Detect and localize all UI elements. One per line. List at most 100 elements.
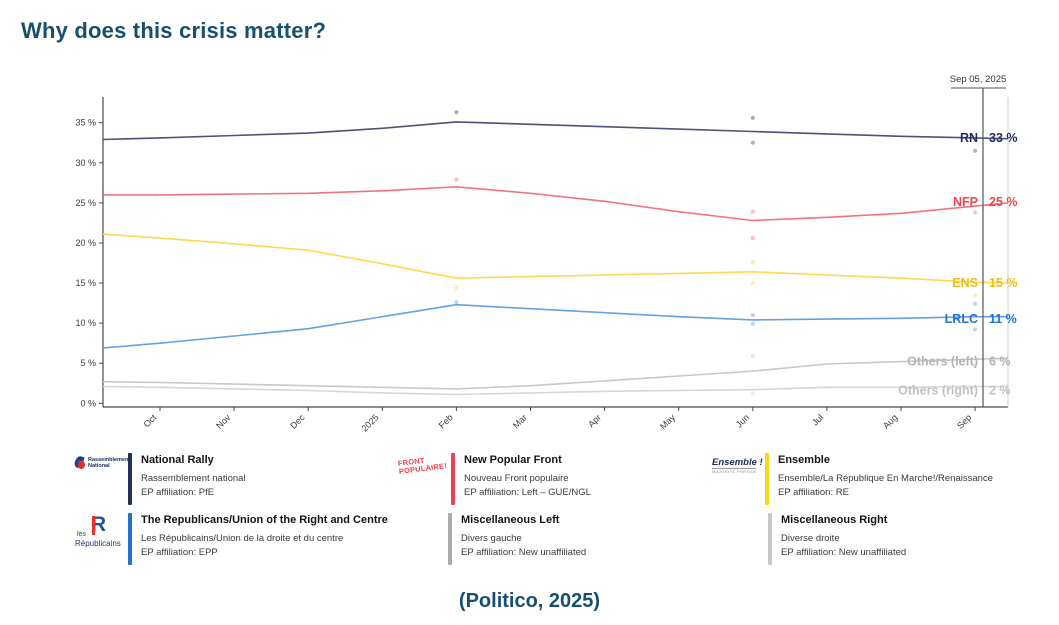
series-label-nfp: NFP xyxy=(953,195,978,209)
poll-dot-ens xyxy=(973,293,978,298)
poll-dot-lrlc xyxy=(454,300,459,305)
poll-dot-ens xyxy=(750,280,755,286)
y-tick-label: 30 % xyxy=(75,158,96,168)
poll-dot-lrlc xyxy=(973,327,978,332)
x-tick-label: Jul xyxy=(810,412,825,427)
legend-color-bar xyxy=(128,513,132,565)
poll-dot-lrlc xyxy=(750,313,755,318)
party-native-name: Les Républicains/Union de la droite et d… xyxy=(141,533,344,544)
y-tick-label: 5 % xyxy=(80,358,96,368)
series-value-ens: 15 % xyxy=(989,276,1018,290)
x-tick-label: Oct xyxy=(141,412,158,429)
y-tick-label: 0 % xyxy=(80,398,96,408)
legend-color-bar xyxy=(451,453,455,505)
series-others-left xyxy=(102,353,1009,390)
poll-dot-ens xyxy=(750,260,755,265)
x-tick-label: Aug xyxy=(881,412,899,430)
series-value-nfp: 25 % xyxy=(989,195,1018,209)
legend-color-bar xyxy=(448,513,452,565)
x-tick-label: Jun xyxy=(734,412,751,429)
poll-dot-rn xyxy=(750,115,755,120)
poll-dot-ens xyxy=(454,285,459,290)
series-ens xyxy=(102,233,1009,298)
series-line-rn xyxy=(102,121,1009,141)
poll-dot-rn xyxy=(750,140,755,145)
x-tick-label: Feb xyxy=(437,412,455,430)
x-tick-label: Dec xyxy=(288,412,307,431)
poll-dot-nfp xyxy=(750,236,755,241)
poll-dot-others-left xyxy=(973,363,978,368)
series-label-others-left: Others (left) xyxy=(907,355,978,369)
poll-dot-nfp xyxy=(454,177,459,182)
y-tick-label: 10 % xyxy=(75,318,96,328)
legend-entry-national-rally: Rassemblement National National Rally Ra… xyxy=(73,453,246,505)
legend-color-bar xyxy=(768,513,772,565)
series-value-rn: 33 % xyxy=(989,131,1018,145)
date-marker: Sep 05, 2025 xyxy=(950,74,1007,407)
party-ep-affiliation: EP affiliation: PfE xyxy=(141,486,215,498)
party-ep-affiliation: EP affiliation: RE xyxy=(778,486,849,498)
party-ep-affiliation: EP affiliation: New unaffiliated xyxy=(461,546,587,558)
series-label-rn: RN xyxy=(960,131,978,145)
page-title: Why does this crisis matter? xyxy=(21,18,327,43)
series-line-ens xyxy=(102,233,1009,284)
poll-dot-others-right xyxy=(750,391,755,396)
legend-entry-miscellaneous-right: Miscellaneous Right Diverse droite EP af… xyxy=(768,513,906,565)
party-name: Miscellaneous Left xyxy=(461,514,560,526)
series-lrlc xyxy=(102,300,1008,349)
poll-dot-lrlc xyxy=(973,301,978,306)
ensemble-party-logo: Ensemble ! majorité présidentielle xyxy=(712,457,763,474)
x-axis: Oct Nov Dec 2025 Feb Mar Apr May Jun Jul Aug Sep xyxy=(103,97,1009,434)
legend-entry-ensemble: Ensemble ! majorité présidentielle Ensem… xyxy=(712,453,993,505)
poll-of-polls-chart: 0 % 5 % 10 % 15 % 20 % 25 % 30 % 35 % Oct Nov Dec 2… xyxy=(75,74,1018,434)
y-axis: 0 % 5 % 10 % 15 % 20 % 25 % 30 % 35 % xyxy=(75,97,104,408)
poll-dot-rn xyxy=(454,110,459,115)
party-native-name: Divers gauche xyxy=(461,533,522,544)
lr-red-bar xyxy=(92,516,95,535)
lr-party-logo: les R Républicains xyxy=(75,513,121,548)
series-rn xyxy=(102,110,1009,153)
legend-color-bar xyxy=(128,453,132,505)
series-others-right xyxy=(102,385,1008,396)
rn-flame-icon xyxy=(73,455,86,470)
legend-entry-new-popular-front: FRONT POPULAIRE! New Popular Front Nouve… xyxy=(397,453,591,505)
x-tick-label: Apr xyxy=(586,412,603,429)
x-tick-label: Nov xyxy=(214,412,233,431)
series-nfp xyxy=(103,177,1009,241)
series-value-lrlc: 11 % xyxy=(989,312,1017,326)
party-native-name: Nouveau Front populaire xyxy=(464,473,569,484)
date-marker-label: Sep 05, 2025 xyxy=(950,74,1007,85)
series-line-others-left xyxy=(102,357,1009,390)
nfp-party-logo: FRONT POPULAIRE! xyxy=(397,455,448,476)
y-tick-label: 20 % xyxy=(75,238,96,248)
series-value-others-left: 6 % xyxy=(989,355,1011,369)
x-tick-label: May xyxy=(658,412,677,431)
party-name: The Republicans/Union of the Right and C… xyxy=(141,514,388,526)
poll-dot-nfp xyxy=(750,209,755,214)
party-name: Miscellaneous Right xyxy=(781,514,888,526)
party-ep-affiliation: EP affiliation: New unaffiliated xyxy=(781,546,907,558)
series-line-nfp xyxy=(103,186,1009,222)
poll-dot-lrlc xyxy=(750,321,755,326)
series-value-others-right: 2 % xyxy=(989,384,1011,398)
y-tick-label: 15 % xyxy=(75,278,96,288)
party-ep-affiliation: EP affiliation: Left – GUE/NGL xyxy=(464,486,591,498)
y-tick-label: 25 % xyxy=(75,198,96,208)
x-tick-label: Sep xyxy=(955,412,973,430)
series-label-lrlc: LRLC xyxy=(945,312,978,326)
y-tick-label: 35 % xyxy=(75,118,96,128)
series-line-lrlc xyxy=(102,303,1008,349)
legend-entry-miscellaneous-left: Miscellaneous Left Divers gauche EP affi… xyxy=(448,513,586,565)
party-name: National Rally xyxy=(141,454,214,466)
source-caption: (Politico, 2025) xyxy=(458,590,601,612)
series-line-others-right xyxy=(102,385,1008,396)
rn-party-logo: Rassemblement National xyxy=(73,453,130,505)
series-label-others-right: Others (right) xyxy=(898,384,978,398)
series-label-ens: ENS xyxy=(952,276,978,290)
party-native-name: Ensemble/La République En Marche!/Renais… xyxy=(778,473,993,484)
x-tick-label: Mar xyxy=(511,412,529,430)
poll-dot-others-left xyxy=(750,353,755,359)
party-native-name: Diverse droite xyxy=(781,533,840,544)
party-name: Ensemble xyxy=(778,454,830,466)
